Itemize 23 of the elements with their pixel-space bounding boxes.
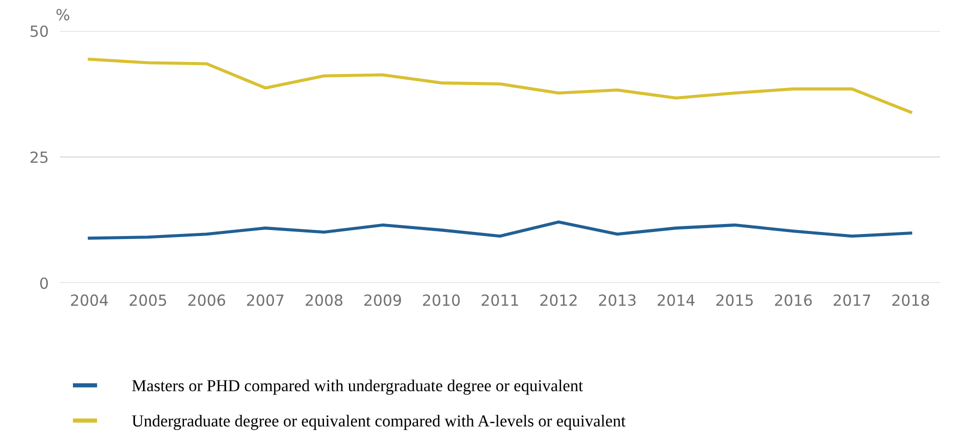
y-tick-label: 0 xyxy=(40,277,48,290)
x-tick-label: 2008 xyxy=(306,294,342,306)
x-tick-label: 2014 xyxy=(658,294,695,306)
x-tick-label: 2011 xyxy=(482,294,518,306)
legend-label: Undergraduate degree or equivalent compared with A-levels or equivalent xyxy=(132,414,626,430)
x-tick-label: 2006 xyxy=(188,294,226,306)
x-tick-label: 2004 xyxy=(71,294,108,306)
line-series xyxy=(88,58,912,114)
x-tick-label: 2017 xyxy=(834,294,870,306)
x-tick-label: 2015 xyxy=(716,294,753,306)
x-tick-label: 2016 xyxy=(775,294,812,306)
x-tick-label: 2018 xyxy=(892,294,930,306)
x-tick-label: 2005 xyxy=(130,294,166,306)
y-axis-title: % xyxy=(56,8,70,20)
x-tick-label: 2013 xyxy=(599,294,636,306)
x-tick-label: 2009 xyxy=(364,294,402,306)
x-tick-label: 2010 xyxy=(423,294,460,306)
x-tick-label: 2007 xyxy=(247,294,284,306)
line-series xyxy=(88,220,912,240)
y-tick-label: 25 xyxy=(30,151,48,164)
y-tick-label: 50 xyxy=(30,25,48,38)
x-tick-label: 2012 xyxy=(540,294,577,306)
legend-label: Masters or PHD compared with undergraduate degree or equivalent xyxy=(132,380,583,395)
